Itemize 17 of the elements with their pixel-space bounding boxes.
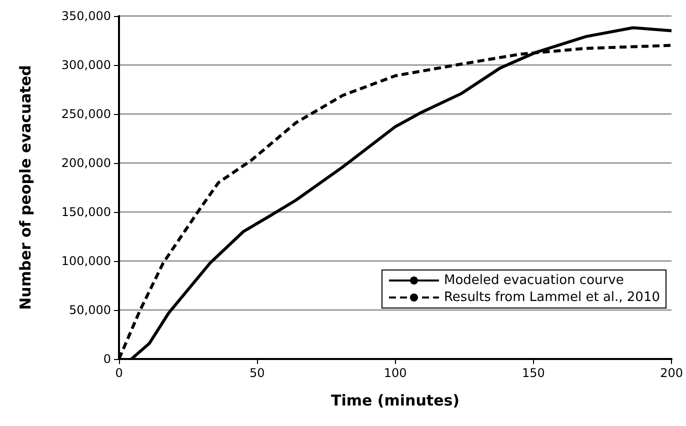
y-tick-label: 150,000 — [61, 205, 111, 219]
legend-label: Results from Lammel et al., 2010 — [444, 290, 660, 305]
x-tick-label: 100 — [384, 366, 407, 380]
x-tick-label: 150 — [522, 366, 545, 380]
y-tick-label: 250,000 — [61, 107, 111, 121]
y-axis-title: Number of people evacuated — [16, 65, 34, 310]
y-tick-label: 300,000 — [61, 58, 111, 72]
y-tick-label: 350,000 — [61, 9, 111, 23]
x-tick-label: 200 — [660, 366, 683, 380]
y-tick-label: 200,000 — [61, 156, 111, 170]
y-tick-label: 50,000 — [69, 303, 111, 317]
legend-label: Modeled evacuation courve — [444, 273, 624, 288]
y-tick-label: 0 — [103, 352, 111, 366]
x-tick-label: 50 — [249, 366, 265, 380]
x-tick-label: 0 — [115, 366, 123, 380]
y-tick-label: 100,000 — [61, 254, 111, 268]
x-axis-title: Time (minutes) — [331, 392, 460, 410]
